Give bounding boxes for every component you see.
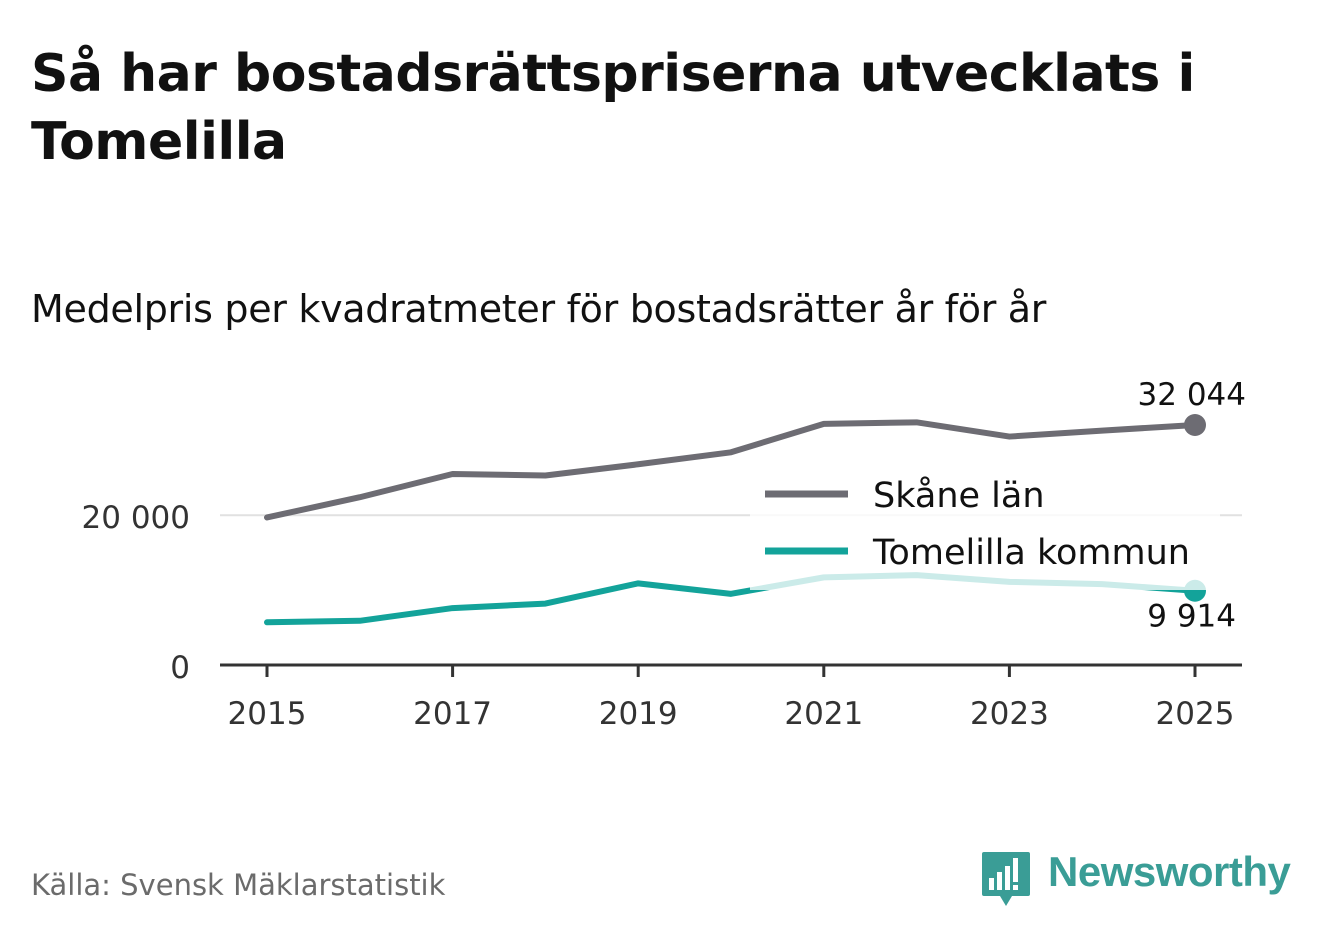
x-tick-label: 2023 — [970, 696, 1049, 732]
x-tick-label: 2025 — [1156, 696, 1235, 732]
y-tick-label: 20 000 — [82, 500, 190, 536]
chart-subtitle: Medelpris per kvadratmeter för bostadsrä… — [31, 287, 1047, 331]
brand-name: Newsworthy — [1048, 848, 1291, 895]
end-point-skane-lan — [1184, 414, 1206, 436]
chart-title: Så har bostadsrättspriserna utvecklats i… — [31, 44, 1195, 172]
source-note: Källa: Svensk Mäklarstatistik — [31, 868, 446, 902]
y-tick-label: 0 — [170, 650, 190, 686]
x-tick-label: 2019 — [599, 696, 678, 732]
legend-box — [750, 465, 1220, 590]
legend-label: Tomelilla kommun — [872, 533, 1190, 573]
end-label-skane-lan: 32 044 — [1138, 377, 1246, 413]
legend-label: Skåne län — [873, 475, 1045, 516]
end-label-tomelilla-kommun: 9 914 — [1147, 599, 1236, 635]
newsworthy-logo-icon — [982, 852, 1030, 906]
x-tick-label: 2015 — [228, 696, 307, 732]
x-tick-label: 2021 — [784, 696, 863, 732]
x-tick-label: 2017 — [413, 696, 492, 732]
series-line-skane-lan — [264, 419, 1198, 521]
